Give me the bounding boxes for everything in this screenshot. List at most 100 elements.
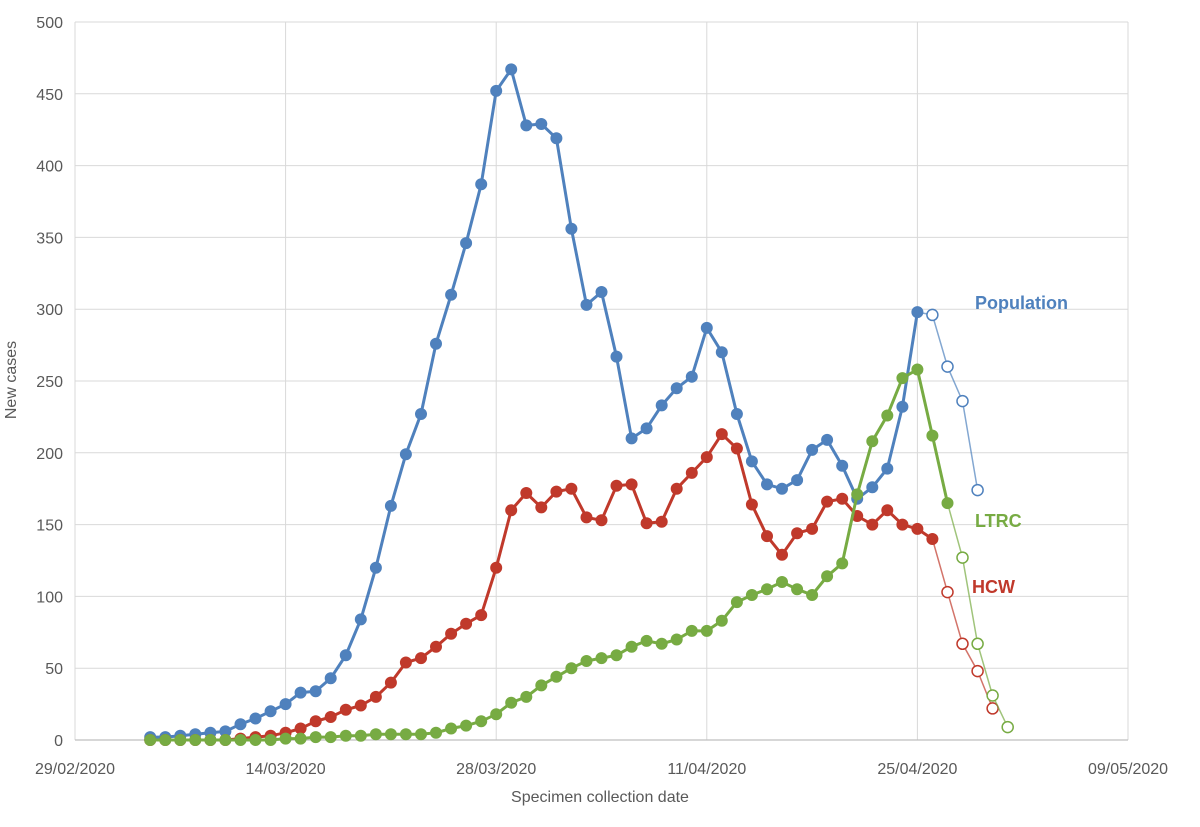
y-axis-ticks: 0 50 100 150 200 250 300 350 400 450 500 <box>36 15 63 750</box>
series-ltrc-point <box>821 570 834 583</box>
series-ltrc <box>144 363 1014 746</box>
series-hcw-point <box>791 527 804 540</box>
series-population-point <box>249 712 262 725</box>
series-ltrc-point <box>174 734 187 746</box>
series-population-point <box>565 222 578 235</box>
series-hcw-point <box>475 609 488 622</box>
series-hcw-point <box>580 511 593 524</box>
series-population-point <box>415 408 427 420</box>
series-population-point <box>806 443 819 456</box>
series-ltrc-point <box>354 729 367 742</box>
series-hcw-point <box>670 482 683 495</box>
series-hcw-point <box>430 640 442 653</box>
series-ltrc-point <box>926 429 939 442</box>
x-tick-label: 25/04/2020 <box>877 761 957 778</box>
series-population-point <box>354 613 367 626</box>
series-ltrc-point <box>249 734 262 746</box>
series-ltrc-point <box>866 435 879 448</box>
series-ltrc-point <box>730 596 743 609</box>
series-population-point <box>745 455 758 468</box>
series-population-point <box>655 399 668 412</box>
series-ltrc-point <box>399 728 412 741</box>
series-ltrc-point <box>610 649 623 662</box>
series-ltrc-point <box>369 728 382 741</box>
series-population-point <box>535 118 548 130</box>
series-ltrc-point <box>655 637 668 650</box>
series-population-point <box>971 483 984 497</box>
series-population-point <box>700 321 713 334</box>
series-hcw-point <box>730 442 743 455</box>
series-label-hcw: HCW <box>972 577 1015 597</box>
series-population-point <box>776 482 788 495</box>
series-ltrc-point <box>520 690 533 703</box>
series-hcw-point <box>339 703 352 716</box>
series-hcw-point <box>640 517 653 530</box>
series-ltrc-point <box>490 708 503 721</box>
series-population-point <box>685 370 698 383</box>
series-hcw-point <box>911 522 924 535</box>
series-population-point <box>324 672 337 685</box>
series-population-point <box>866 481 879 494</box>
series-population-point <box>399 448 412 461</box>
series-hcw-point <box>369 690 382 703</box>
series-ltrc-point <box>460 719 473 732</box>
y-tick-label: 50 <box>45 661 63 678</box>
y-tick-label: 400 <box>36 159 63 176</box>
series-population-point <box>926 308 939 322</box>
series-ltrc-point <box>550 670 563 683</box>
y-tick-label: 350 <box>36 230 63 247</box>
series-hcw-point <box>836 492 849 505</box>
series-population-point <box>791 474 804 487</box>
gridlines <box>74 21 1129 741</box>
series-hcw-point <box>324 711 337 723</box>
series-hcw-point <box>520 487 533 499</box>
series-ltrc-point <box>911 363 924 376</box>
series-label-ltrc: LTRC <box>975 511 1022 531</box>
y-tick-label: 500 <box>36 15 63 32</box>
series-ltrc-point <box>415 728 427 741</box>
x-tick-label: 14/03/2020 <box>246 761 326 778</box>
series-population-point <box>640 422 653 435</box>
series-population-point <box>384 499 397 512</box>
series-population-point <box>475 178 488 191</box>
y-axis-title: New cases <box>3 341 20 419</box>
series-ltrc-line <box>150 368 949 742</box>
series-population-point <box>911 306 924 319</box>
y-tick-label: 300 <box>36 302 63 319</box>
series-population-point <box>309 685 322 698</box>
series-hcw-point <box>745 498 758 511</box>
series-hcw-point <box>926 533 939 545</box>
series-ltrc-point <box>851 488 864 501</box>
x-tick-label: 29/02/2020 <box>35 761 115 778</box>
series-population-point <box>836 459 849 472</box>
series-ltrc-point <box>159 734 172 746</box>
series-population-point <box>279 698 292 711</box>
series-ltrc-point <box>625 640 638 653</box>
series-population-point <box>610 350 623 363</box>
series-hcw-line <box>150 432 934 742</box>
series-ltrc-point <box>294 732 307 745</box>
series-population-point <box>294 686 307 699</box>
x-axis-ticks: 29/02/2020 14/03/2020 28/03/2020 11/04/2020… <box>35 761 1168 778</box>
series-population-point <box>445 288 458 301</box>
series-hcw-point <box>776 548 788 561</box>
series-ltrc-point <box>219 734 232 746</box>
series-population-point <box>896 400 909 413</box>
series-population-point <box>490 84 503 97</box>
series-ltrc-point <box>1001 720 1014 734</box>
x-tick-label: 09/05/2020 <box>1088 761 1168 778</box>
series-hcw-point <box>956 637 969 651</box>
series-ltrc-point <box>640 634 653 647</box>
series-hcw-projected-line <box>931 538 994 709</box>
series-ltrc-point <box>745 589 758 601</box>
series-ltrc-point <box>806 589 819 601</box>
series-hcw-point <box>685 466 698 479</box>
series-hcw-point <box>535 501 548 514</box>
series-ltrc-point <box>776 576 788 588</box>
series-population-point <box>460 237 473 250</box>
series-layer <box>144 63 1014 746</box>
series-ltrc-point <box>204 734 217 746</box>
series-ltrc-point <box>565 662 578 675</box>
